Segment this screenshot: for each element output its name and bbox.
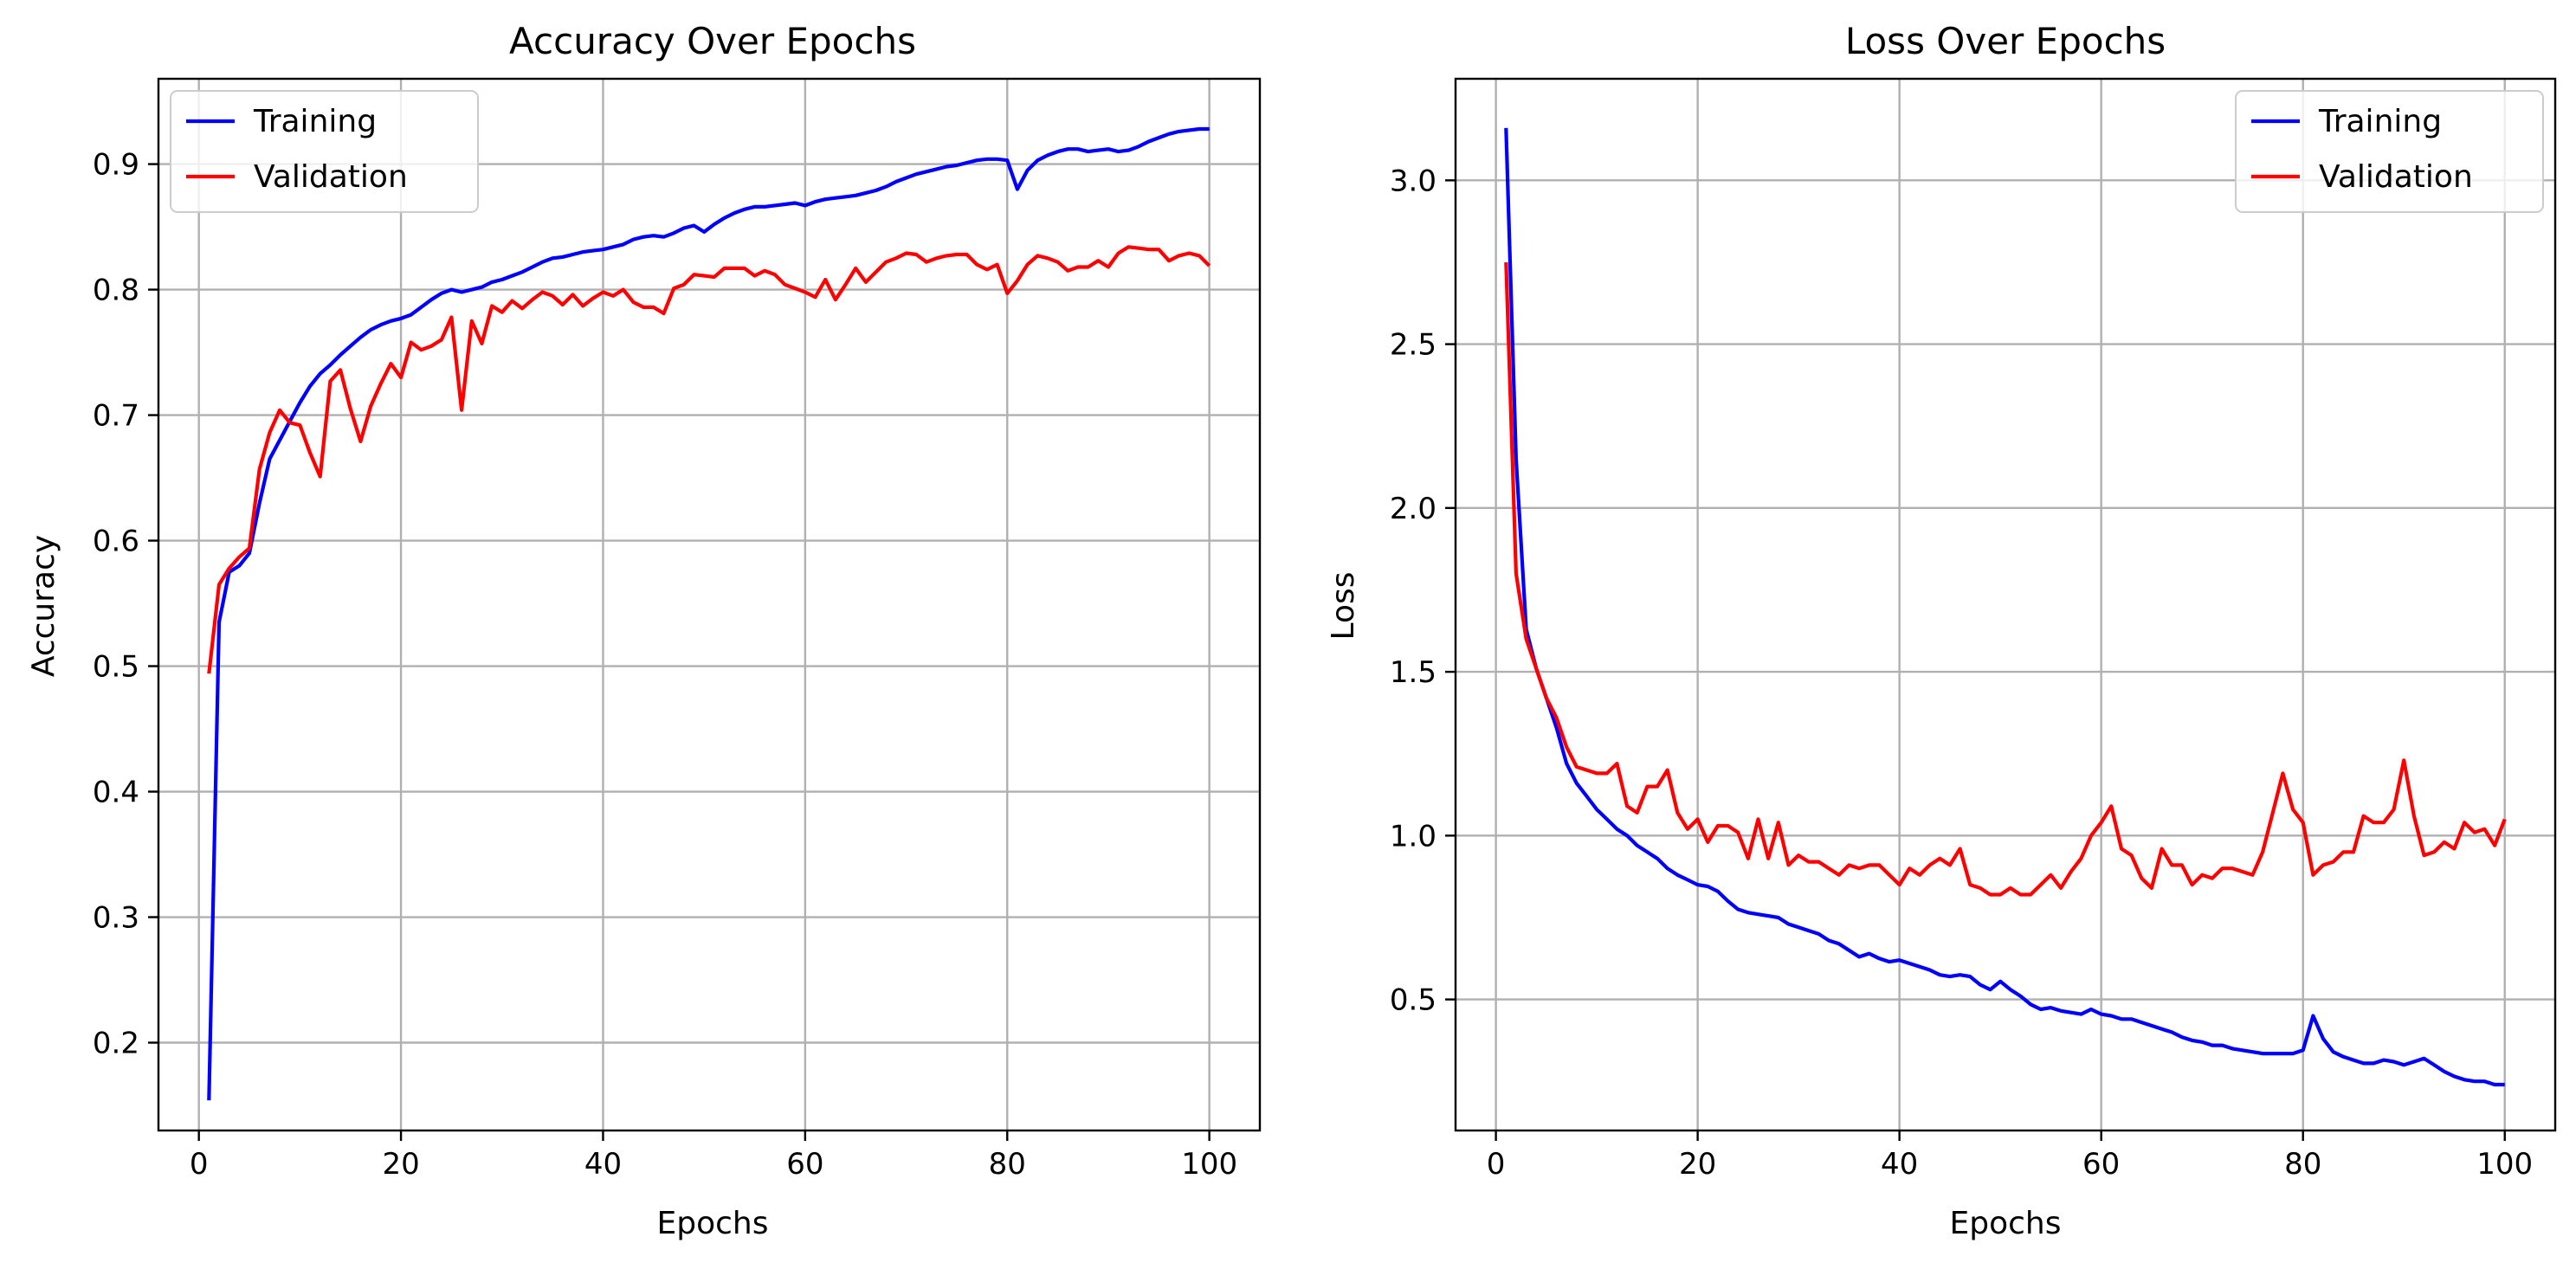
accuracy-x-tick-label: 80 bbox=[989, 1147, 1026, 1182]
accuracy-training-line bbox=[207, 126, 1210, 1101]
loss-x-tick-label: 80 bbox=[2284, 1147, 2321, 1182]
accuracy-legend: Training Validation bbox=[170, 90, 479, 213]
loss-x-axis-label: Epochs bbox=[1950, 1206, 2062, 1241]
accuracy-chart: Accuracy Over Epochs Epochs Accuracy 0 20… bbox=[26, 20, 1262, 1241]
loss-y-tick-label: 1.5 bbox=[1390, 655, 1436, 690]
loss-y-tick-label: 1.0 bbox=[1390, 819, 1436, 854]
accuracy-legend-box bbox=[170, 90, 479, 213]
loss-x-tick-label: 20 bbox=[1679, 1147, 1716, 1182]
loss-x-tick-label: 60 bbox=[2082, 1147, 2120, 1182]
accuracy-y-tick-label: 0.5 bbox=[93, 650, 139, 685]
accuracy-plot-frame bbox=[157, 77, 1262, 1132]
accuracy-legend-validation-label: Validation bbox=[254, 159, 408, 195]
loss-legend-training-label: Training bbox=[2318, 104, 2442, 139]
loss-y-axis-label: Loss bbox=[1326, 572, 1361, 641]
accuracy-y-tick-label: 0.2 bbox=[93, 1027, 139, 1061]
loss-plot-frame bbox=[1454, 77, 2557, 1132]
accuracy-x-tick-label: 60 bbox=[786, 1147, 823, 1182]
accuracy-x-tick-label: 20 bbox=[382, 1147, 419, 1182]
accuracy-y-tick-label: 0.6 bbox=[93, 525, 139, 559]
loss-y-tick-label: 2.5 bbox=[1390, 328, 1436, 363]
accuracy-y-tick-label: 0.4 bbox=[93, 776, 139, 810]
accuracy-validation-line bbox=[207, 245, 1211, 674]
loss-x-tick-label: 0 bbox=[1487, 1147, 1506, 1182]
accuracy-y-tick-label: 0.9 bbox=[93, 148, 139, 183]
loss-x-tick-label: 100 bbox=[2476, 1147, 2533, 1182]
loss-legend-validation-label: Validation bbox=[2319, 159, 2473, 195]
accuracy-x-tick-label: 0 bbox=[190, 1147, 209, 1182]
accuracy-x-axis-label: Epochs bbox=[657, 1206, 769, 1241]
accuracy-chart-title: Accuracy Over Epochs bbox=[509, 20, 916, 62]
accuracy-y-tick-label: 0.7 bbox=[93, 399, 139, 434]
loss-chart-title: Loss Over Epochs bbox=[1845, 20, 2166, 62]
accuracy-y-tick-label: 0.3 bbox=[93, 901, 139, 936]
accuracy-x-tick-label: 40 bbox=[584, 1147, 622, 1182]
loss-legend-box bbox=[2235, 90, 2544, 213]
loss-y-tick-label: 2.0 bbox=[1390, 492, 1436, 526]
loss-x-tick-label: 40 bbox=[1881, 1147, 1918, 1182]
loss-training-line bbox=[1504, 127, 2505, 1087]
loss-chart: Loss Over Epochs Epochs Loss 0 20 40 60 80 10… bbox=[1326, 20, 2557, 1241]
loss-validation-line bbox=[1504, 261, 2507, 897]
accuracy-x-tick-label: 100 bbox=[1181, 1147, 1237, 1182]
accuracy-y-tick-label: 0.8 bbox=[93, 274, 139, 308]
accuracy-y-axis-label: Accuracy bbox=[26, 535, 61, 677]
accuracy-legend-training-label: Training bbox=[253, 104, 377, 139]
loss-y-tick-label: 3.0 bbox=[1390, 164, 1436, 198]
loss-legend: Training Validation bbox=[2235, 90, 2544, 213]
loss-y-tick-label: 0.5 bbox=[1390, 983, 1436, 1018]
